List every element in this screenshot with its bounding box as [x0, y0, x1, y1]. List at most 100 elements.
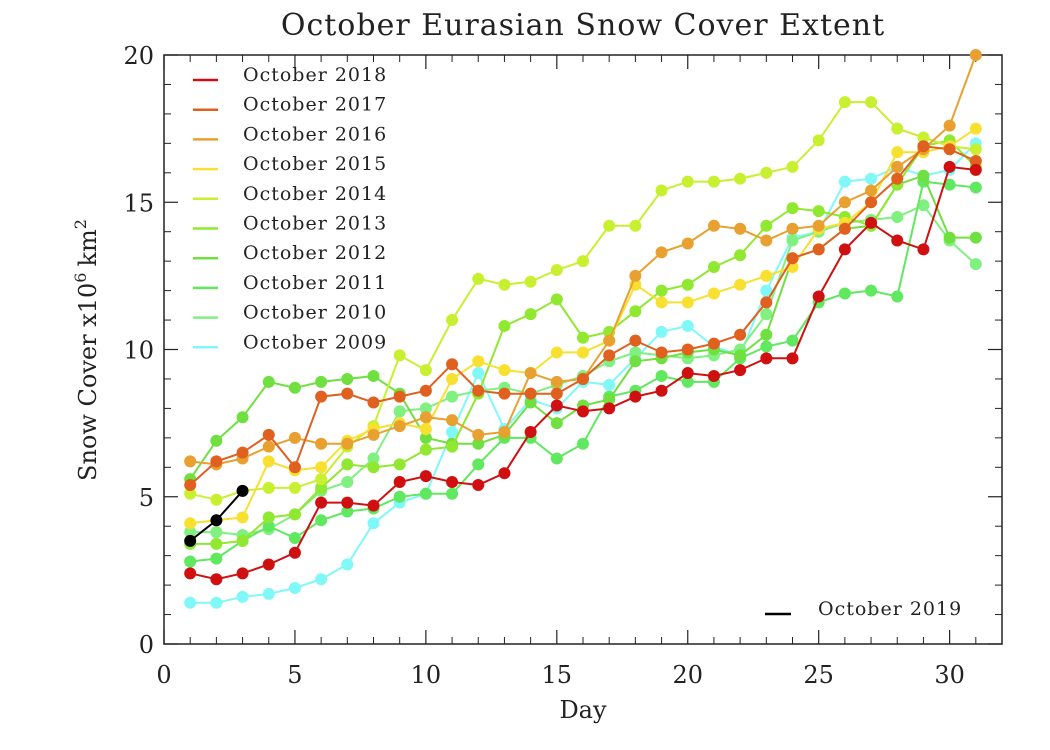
data-point	[838, 222, 851, 235]
data-point	[917, 169, 930, 182]
data-point	[917, 243, 930, 256]
data-point	[210, 552, 223, 565]
data-point	[236, 484, 249, 497]
data-point	[498, 319, 511, 332]
data-point	[472, 384, 485, 397]
data-point	[917, 199, 930, 212]
data-point	[734, 278, 747, 291]
data-point	[629, 390, 642, 403]
data-point	[550, 399, 563, 412]
chart-title: October Eurasian Snow Cover Extent	[281, 8, 885, 43]
data-point	[393, 405, 406, 418]
data-point	[550, 387, 563, 400]
data-point	[341, 558, 354, 571]
data-point	[341, 458, 354, 471]
data-point	[969, 231, 982, 244]
legend-item: October 2011	[193, 272, 387, 294]
data-point	[969, 163, 982, 176]
data-point	[315, 481, 328, 494]
data-point	[341, 505, 354, 518]
data-point	[734, 328, 747, 341]
data-point	[288, 546, 301, 559]
data-point	[210, 526, 223, 539]
data-point	[760, 284, 773, 297]
data-point	[262, 558, 275, 571]
x-tick-label: 5	[287, 661, 302, 689]
data-point	[524, 308, 537, 321]
legend-item: October 2010	[193, 302, 386, 324]
legend-item: October 2017	[193, 94, 386, 116]
data-point	[943, 231, 956, 244]
data-point	[969, 122, 982, 135]
data-point	[655, 384, 668, 397]
data-point	[393, 349, 406, 362]
y-axis-label: Snow Cover x106 km2	[71, 219, 102, 481]
data-point	[498, 425, 511, 438]
data-point	[210, 573, 223, 586]
data-point	[812, 243, 825, 256]
data-point	[629, 355, 642, 368]
legend-item: October 2014	[193, 183, 387, 205]
data-point	[786, 334, 799, 347]
data-point	[393, 458, 406, 471]
data-point	[472, 458, 485, 471]
data-point	[655, 346, 668, 359]
legend-label: October 2013	[243, 213, 387, 235]
y-axis-label-unit-exp: 2	[71, 219, 90, 229]
data-point	[865, 216, 878, 229]
data-point	[498, 387, 511, 400]
data-point	[498, 278, 511, 291]
data-point	[655, 370, 668, 383]
data-point	[472, 478, 485, 491]
x-axis-label: Day	[559, 696, 607, 724]
data-point	[681, 367, 694, 380]
data-point	[550, 452, 563, 465]
data-point	[629, 219, 642, 232]
data-point	[786, 352, 799, 365]
data-point	[812, 205, 825, 218]
data-point	[236, 511, 249, 524]
data-point	[655, 246, 668, 259]
data-point	[446, 425, 459, 438]
data-point	[341, 372, 354, 385]
data-point	[446, 390, 459, 403]
data-point	[367, 370, 380, 383]
data-point	[210, 455, 223, 468]
data-point	[367, 428, 380, 441]
y-tick-label: 15	[123, 189, 154, 217]
data-point	[288, 508, 301, 521]
data-point	[603, 334, 616, 347]
x-tick-label: 20	[672, 661, 703, 689]
data-point	[734, 249, 747, 262]
data-point	[707, 370, 720, 383]
y-axis-label-exp: 6	[71, 273, 90, 283]
data-point	[786, 252, 799, 265]
data-point	[838, 243, 851, 256]
data-point	[315, 390, 328, 403]
legend-item: October 2013	[193, 213, 387, 235]
data-point	[393, 476, 406, 489]
data-point	[550, 263, 563, 276]
data-point	[472, 437, 485, 450]
data-point	[367, 499, 380, 512]
data-point	[446, 487, 459, 500]
data-point	[865, 284, 878, 297]
data-point	[472, 355, 485, 368]
legend-label: October 2014	[243, 183, 387, 205]
data-point	[210, 537, 223, 550]
legend-item: October 2012	[193, 242, 387, 264]
data-point	[315, 375, 328, 388]
legend-label: October 2011	[243, 272, 387, 294]
data-point	[577, 405, 589, 418]
data-point	[969, 143, 982, 156]
legend-label: October 2012	[243, 242, 387, 264]
data-point	[681, 343, 694, 356]
data-point	[891, 122, 904, 135]
data-point	[393, 490, 406, 503]
legend-item: October 2009	[193, 331, 386, 353]
data-point	[891, 172, 904, 185]
data-point	[707, 287, 720, 300]
data-point	[655, 296, 668, 309]
data-point	[917, 131, 930, 144]
data-point	[446, 476, 459, 489]
